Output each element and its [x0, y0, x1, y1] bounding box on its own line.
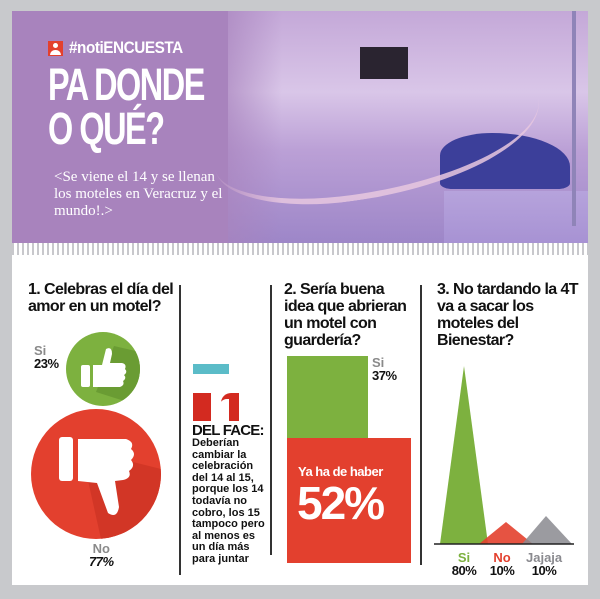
- q3-option-no: No 10%: [488, 551, 516, 578]
- q3-jajaja-label: Jajaja: [526, 550, 563, 565]
- q1-yes-label-group: Si 23%: [34, 344, 59, 371]
- q2-yes-label: Si: [372, 355, 385, 370]
- tv-shape: [360, 47, 408, 79]
- header-banner: #notiENCUESTA PA DONDE O QUÉ? <Se viene …: [12, 11, 588, 243]
- question-3: 3. No tardando la 4T va a sacar los mote…: [437, 263, 587, 349]
- q3-legend: Si 80% No 10% Jajaja 10%: [450, 551, 562, 578]
- q1-no-value: 77%: [89, 554, 114, 569]
- column-divider-2: [270, 285, 272, 555]
- teal-bar-decoration: [193, 364, 229, 374]
- del-face-text: Deberían cambiar la celebración del 14 a…: [192, 437, 265, 565]
- q1-no-label-group: No 77%: [89, 542, 114, 569]
- q3-option-si: Si 80%: [450, 551, 478, 578]
- q2-yes-value: 37%: [372, 368, 397, 383]
- title-line-2: O QUÉ?: [48, 103, 165, 154]
- q2-no-caption: Ya ha de haber: [298, 464, 383, 479]
- q1-yes-value: 23%: [34, 356, 59, 371]
- q3-option-jajaja: Jajaja 10%: [526, 551, 562, 578]
- q2-yes-bar: [287, 356, 368, 438]
- motel-room-photo: [228, 11, 588, 243]
- q3-no-value: 10%: [489, 563, 515, 578]
- q2-yes-label-group: Si 37%: [372, 356, 397, 383]
- photo-floor: [444, 191, 588, 243]
- thumbs-up-circle: [66, 332, 140, 406]
- del-face-heading: DEL FACE:: [192, 422, 265, 439]
- q3-triangle-chart: [434, 366, 574, 545]
- q3-no-label: No: [493, 550, 511, 565]
- photo-fade: [202, 11, 282, 243]
- column-divider-1: [179, 285, 181, 575]
- question-1-title: 1. Celebras el día del amor en un motel?: [28, 281, 174, 315]
- q2-no-value: 52%: [297, 477, 385, 529]
- question-3-title: 3. No tardando la 4T va a sacar los mote…: [437, 281, 579, 349]
- q3-jajaja-value: 10%: [531, 563, 557, 578]
- del-face-block: DEL FACE: Deberían cambiar la celebració…: [192, 423, 268, 566]
- hashtag-label: #notiENCUESTA: [48, 38, 195, 58]
- pole-shape: [572, 11, 576, 226]
- thumbs-down-circle: [31, 409, 161, 539]
- question-1: 1. Celebras el día del amor en un motel?: [28, 263, 178, 315]
- thumbs-up-icon: [81, 346, 140, 406]
- infographic-card: #notiENCUESTA PA DONDE O QUÉ? <Se viene …: [12, 11, 588, 585]
- page-title: PA DONDE O QUÉ?: [48, 59, 205, 154]
- tick-divider: [12, 243, 588, 255]
- question-2-title: 2. Sería buena idea que abrieran un mote…: [284, 281, 407, 349]
- title-line-1: PA DONDE: [48, 59, 205, 110]
- user-icon: [48, 40, 63, 56]
- column-divider-3: [420, 285, 422, 565]
- q2-no-bar: Ya ha de haber 52%: [287, 438, 411, 563]
- thumbs-down-icon: [59, 437, 161, 539]
- q3-si-label: Si: [457, 550, 471, 565]
- question-2: 2. Sería buena idea que abrieran un mote…: [284, 263, 414, 349]
- q3-si-value: 80%: [451, 563, 477, 578]
- quote-mark-icon: [193, 393, 239, 421]
- hashtag-text: #notiENCUESTA: [69, 38, 183, 57]
- subtitle: <Se viene el 14 y se llenan los moteles …: [54, 169, 223, 219]
- q1-no-label: No: [92, 541, 110, 556]
- q1-yes-label: Si: [34, 343, 47, 358]
